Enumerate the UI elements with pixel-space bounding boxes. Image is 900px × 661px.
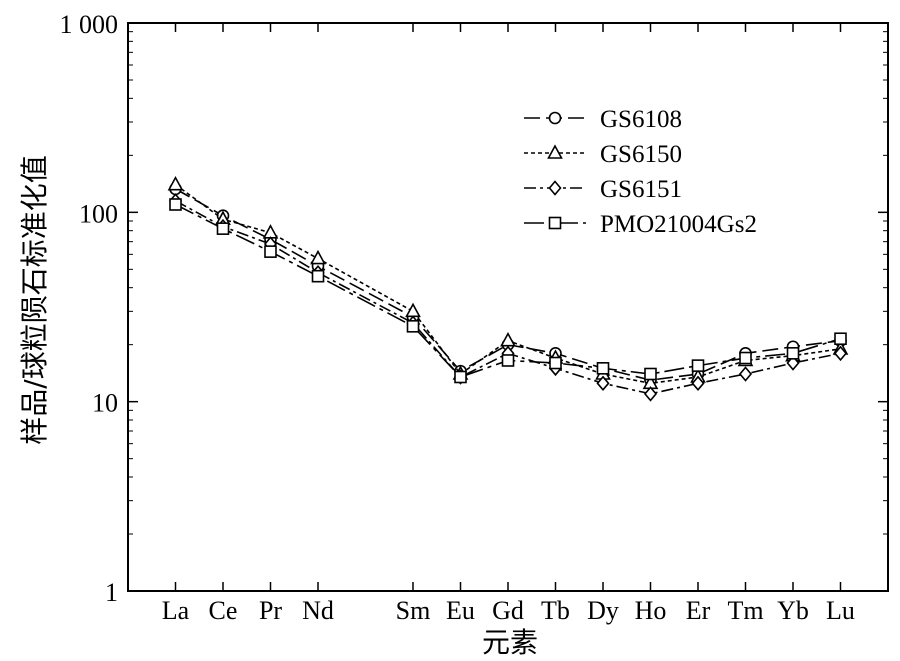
- data-point: [596, 362, 610, 375]
- data-point: [786, 347, 800, 360]
- legend-marker: [547, 144, 563, 159]
- series-line: [175, 184, 841, 385]
- x-tick-label: Ce: [209, 596, 238, 625]
- data-point: [691, 359, 705, 372]
- series-line: [175, 188, 841, 381]
- x-tick-label: Pr: [259, 596, 282, 625]
- data-point: [406, 320, 420, 333]
- legend-entry: PMO21004Gs2: [524, 211, 757, 238]
- y-tick-label: 1: [105, 578, 118, 607]
- data-point: [644, 367, 657, 381]
- data-point: [262, 224, 279, 239]
- legend-marker: [548, 180, 562, 196]
- x-axis-label: 元素: [482, 626, 538, 659]
- x-tick-label: La: [162, 596, 190, 625]
- y-tick-label: 10: [92, 389, 118, 418]
- y-tick-label: 100: [79, 199, 118, 228]
- x-tick-label: Yb: [777, 596, 809, 625]
- legend-label: GS6150: [600, 141, 682, 168]
- data-point: [833, 345, 848, 362]
- data-point: [549, 356, 562, 370]
- y-axis-label: 样品/球粒陨石标准化值: [18, 155, 51, 444]
- data-point: [216, 222, 230, 235]
- data-point: [311, 269, 325, 283]
- legend-label: GS6151: [600, 176, 682, 203]
- data-point: [405, 302, 421, 318]
- data-point: [691, 375, 705, 392]
- data-point: [738, 366, 753, 382]
- x-tick-label: Er: [686, 596, 711, 625]
- data-point: [596, 375, 610, 392]
- x-tick-label: Dy: [587, 596, 619, 625]
- data-point: [169, 198, 182, 211]
- x-tick-label: Tm: [727, 596, 763, 625]
- data-point: [643, 386, 658, 402]
- data-point: [500, 331, 516, 347]
- data-point: [167, 175, 184, 191]
- legend-label: GS6108: [600, 106, 682, 133]
- x-tick-label: Lu: [826, 596, 855, 625]
- data-point: [834, 332, 847, 346]
- legend-marker: [548, 216, 562, 230]
- data-point: [501, 354, 515, 367]
- series-line: [175, 200, 841, 395]
- plot-frame: [127, 22, 889, 592]
- series-PMO21004Gs2: [169, 198, 847, 384]
- data-point: [739, 351, 752, 365]
- x-tick-label: Tb: [541, 596, 570, 625]
- legend-label: PMO21004Gs2: [600, 211, 757, 238]
- legend-entry: GS6108: [524, 106, 682, 133]
- data-point: [454, 370, 467, 384]
- x-tick-label: Eu: [446, 596, 475, 625]
- x-tick-label: Nd: [302, 596, 334, 625]
- x-tick-label: Gd: [492, 596, 524, 625]
- y-tick-label: 1 000: [60, 10, 119, 39]
- data-point: [786, 355, 800, 371]
- legend-entry: GS6151: [524, 176, 682, 203]
- legend-marker: [548, 111, 562, 125]
- data-point: [264, 245, 277, 258]
- series-line: [175, 203, 841, 378]
- x-tick-label: Sm: [396, 596, 431, 625]
- x-tick-label: Ho: [635, 596, 667, 625]
- legend-entry: GS6150: [524, 141, 682, 168]
- data-point: [310, 249, 326, 265]
